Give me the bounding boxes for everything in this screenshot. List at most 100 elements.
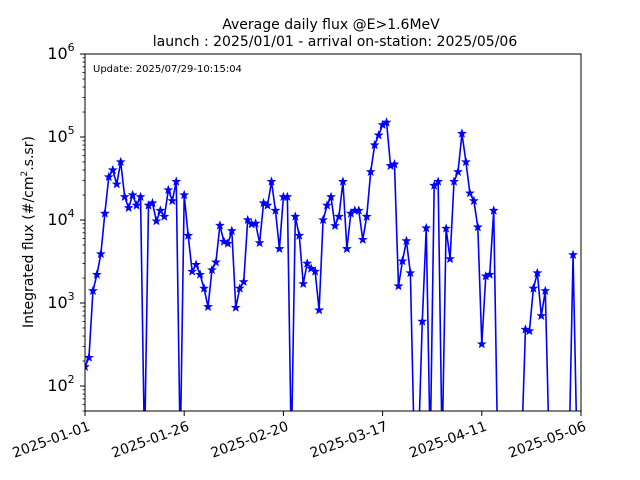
y-tick-label: 105 (47, 124, 74, 146)
data-point (397, 255, 408, 266)
data-point (282, 191, 293, 202)
data-point (91, 269, 102, 279)
data-point (341, 243, 352, 253)
plot-frame (84, 53, 582, 412)
data-point (242, 214, 253, 225)
data-point (353, 205, 364, 215)
data-point (183, 230, 194, 240)
data-point (155, 205, 166, 215)
x-axis: 2025-01-01 2025-01-26 2025-02-20 2025-03-17… (10, 411, 588, 462)
x-tick-label: 2025-05-06 (506, 419, 588, 462)
data-point (540, 285, 551, 296)
data-point (151, 215, 162, 226)
data-point (461, 156, 471, 167)
data-point (127, 189, 138, 200)
data-point (262, 200, 273, 210)
data-point (389, 159, 400, 169)
data-point (326, 191, 336, 202)
data-point (250, 218, 261, 228)
data-point (318, 214, 328, 225)
plot-content (85, 117, 578, 411)
data-point (107, 164, 118, 175)
data-point (441, 223, 451, 233)
data-point (528, 283, 539, 293)
data-point (373, 130, 384, 140)
data-point (472, 222, 483, 232)
data-point (119, 191, 130, 202)
x-tick-label: 2025-02-20 (209, 419, 291, 462)
data-point (211, 257, 221, 267)
data-point (199, 283, 209, 293)
data-point (294, 230, 305, 240)
data-point (187, 266, 198, 276)
data-point (568, 249, 578, 260)
data-point (298, 278, 309, 289)
data-point (135, 191, 146, 202)
data-point (405, 267, 416, 278)
data-point (421, 222, 432, 233)
y-axis-label-tail: .s.sr) (21, 136, 37, 171)
data-point (357, 234, 368, 244)
y-tick-label: 103 (47, 290, 74, 312)
data-point (203, 301, 213, 311)
data-point (532, 267, 543, 278)
data-point (258, 197, 269, 208)
data-point (274, 243, 285, 253)
data-point (88, 285, 98, 296)
data-point (234, 283, 245, 293)
y-axis-label-main: Integrated flux (#/cm (21, 177, 37, 328)
data-point (270, 205, 281, 215)
data-point (365, 166, 376, 177)
update-label: Update: 2025/07/29-10:15:04 (93, 64, 242, 75)
data-point (167, 195, 178, 206)
data-point (290, 211, 301, 221)
data-point (95, 248, 106, 259)
data-point (111, 179, 122, 189)
data-point (524, 325, 535, 336)
data-point (103, 171, 114, 182)
data-point (191, 259, 202, 269)
data-point (302, 258, 313, 268)
data-point (123, 202, 134, 213)
y-axis: 102 103 104 105 106 (47, 41, 85, 412)
data-point (457, 128, 467, 138)
data-point (361, 211, 372, 221)
data-point (179, 189, 190, 200)
y-axis-label-sup: 2 (20, 171, 30, 177)
data-point (218, 236, 229, 246)
x-tick-label: 2025-01-01 (10, 419, 92, 462)
data-point (207, 264, 217, 275)
data-point (171, 176, 182, 186)
data-point (222, 238, 233, 248)
data-point (215, 220, 225, 230)
data-point (369, 139, 380, 150)
y-axis-label: Integrated flux (#/cm2.s.sr) (20, 136, 37, 328)
data-point (401, 235, 412, 246)
data-point (314, 304, 325, 315)
data-point (322, 200, 332, 210)
data-point (310, 266, 321, 276)
data-point (464, 188, 475, 198)
data-point (195, 269, 205, 279)
chart-title: Average daily flux @E>1.6MeV (222, 17, 440, 33)
data-point (131, 200, 142, 210)
x-tick-label: 2025-04-11 (407, 419, 489, 462)
x-tick-label: 2025-03-17 (308, 419, 390, 462)
data-point (433, 176, 444, 186)
y-tick-label: 106 (47, 41, 74, 63)
data-point (226, 225, 237, 236)
data-point (330, 220, 340, 231)
data-point (115, 156, 126, 167)
data-point (230, 302, 241, 312)
data-point (163, 184, 174, 195)
data-point (254, 237, 265, 248)
chart-subtitle: launch : 2025/01/01 - arrival on-station… (153, 34, 518, 50)
data-point (536, 310, 547, 321)
data-point (393, 280, 404, 291)
data-point (449, 176, 459, 186)
data-point (238, 276, 249, 286)
data-point (476, 338, 487, 349)
data-point (381, 117, 392, 127)
data-point (99, 208, 110, 218)
